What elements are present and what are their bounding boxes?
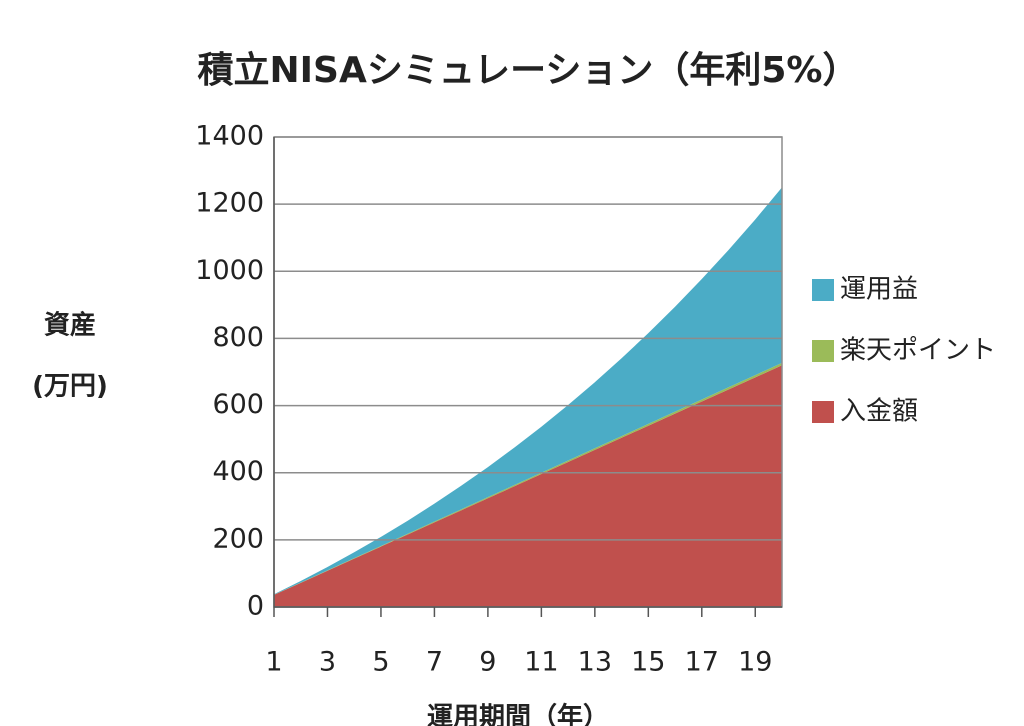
y-tick-label: 1400 [195, 121, 264, 152]
legend-label: 運用益 [840, 275, 918, 305]
y-tick-label: 400 [212, 456, 264, 487]
legend-swatch [812, 279, 834, 301]
area [274, 362, 782, 595]
legend-swatch [812, 340, 834, 362]
area [274, 365, 782, 607]
y-tick-label: 1000 [195, 255, 264, 286]
x-tick-label: 13 [578, 647, 612, 678]
x-axis-label: 運用期間（年） [427, 702, 609, 726]
x-tick-label: 19 [738, 647, 772, 678]
y-tick-label: 600 [212, 389, 264, 420]
x-tick-label: 11 [524, 647, 558, 678]
y-tick-label: 200 [212, 523, 264, 554]
x-tick-label: 5 [372, 647, 389, 678]
x-tick-label: 3 [319, 647, 336, 678]
x-tick-label: 7 [426, 647, 443, 678]
area [274, 187, 782, 595]
y-axis-label: 資産 [44, 310, 96, 341]
y-tick-label: 800 [212, 322, 264, 353]
x-tick-label: 17 [685, 647, 719, 678]
legend-label: 入金額 [840, 397, 918, 427]
y-axis-label: (万円) [32, 372, 108, 402]
legend-label: 楽天ポイント [840, 336, 996, 366]
areas [274, 187, 782, 607]
x-tick-label: 1 [265, 647, 282, 678]
y-tick-label: 0 [247, 591, 264, 622]
x-tick-label: 15 [631, 647, 665, 678]
legend-swatch [812, 401, 834, 423]
y-tick-label: 1200 [195, 188, 264, 219]
chart-title: 積立NISAシミュレーション（年利5%） [198, 50, 859, 91]
x-tick-label: 9 [479, 647, 496, 678]
